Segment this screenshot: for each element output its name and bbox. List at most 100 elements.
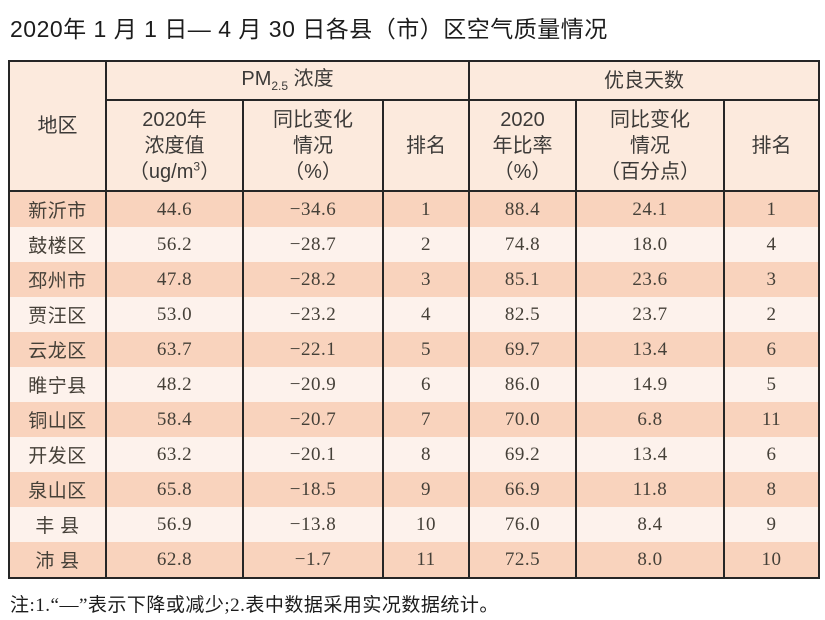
column-header-pm-change: 同比变化 情况 （%） <box>242 100 384 192</box>
cell-good-rank: 4 <box>723 227 821 262</box>
cell-pm-change: −13.8 <box>242 507 384 542</box>
cell-good-rank: 10 <box>723 542 821 578</box>
cell-good-rank: 11 <box>723 402 821 437</box>
header-group-row: 地区 PM2.5 浓度 优良天数 <box>8 61 821 192</box>
table-header: 地区 PM2.5 浓度 优良天数 2020年 浓度值 （ug/m3） 同比变化 … <box>8 61 821 192</box>
cell-pm-rank: 5 <box>381 332 471 367</box>
header-line: （%） <box>284 160 342 183</box>
cell-pm-rank: 6 <box>381 367 471 402</box>
cell-region: 新沂市 <box>8 191 107 227</box>
cell-pm-value: 53.0 <box>105 297 244 332</box>
cell-pm-value: 63.7 <box>105 332 244 367</box>
table-row: 铜山区 58.4 −20.7 7 70.0 6.8 11 <box>8 402 821 437</box>
cell-good-change: 13.4 <box>575 437 726 472</box>
cell-good-ratio: 66.9 <box>468 472 578 507</box>
cell-good-ratio: 74.8 <box>468 227 578 262</box>
cell-pm-rank: 1 <box>381 191 471 227</box>
cell-good-change: 13.4 <box>575 332 726 367</box>
header-line: 2020 <box>500 108 545 131</box>
unit-text: （ug/m <box>128 160 194 183</box>
cell-good-ratio: 86.0 <box>468 367 578 402</box>
cell-region: 铜山区 <box>8 402 107 437</box>
cell-good-ratio: 76.0 <box>468 507 578 542</box>
cell-pm-value: 56.9 <box>105 507 244 542</box>
column-group-good-days: 优良天数 <box>468 61 821 101</box>
cell-good-rank: 3 <box>723 262 821 297</box>
cell-pm-value: 63.2 <box>105 437 244 472</box>
header-sub-row: 2020年 浓度值 （ug/m3） 同比变化 情况 （%） 排名 2020 年比… <box>9 100 821 192</box>
header-line: 2020年 <box>142 108 207 131</box>
column-header-good-ratio: 2020 年比率 （%） <box>468 100 578 192</box>
cell-pm-change: −28.2 <box>242 262 384 297</box>
cell-good-ratio: 69.2 <box>468 437 578 472</box>
header-line: 年比率 <box>492 134 553 157</box>
cell-good-change: 18.0 <box>575 227 726 262</box>
cell-pm-rank: 2 <box>381 227 471 262</box>
page-title: 2020年 1 月 1 日— 4 月 30 日各县（市）区空气质量情况 <box>10 16 608 42</box>
cell-pm-rank: 3 <box>381 262 471 297</box>
cell-pm-value: 47.8 <box>105 262 244 297</box>
header-line: 情况 <box>630 134 671 157</box>
header-line-unit: （ug/m3） <box>108 159 241 185</box>
cell-pm-change: −22.1 <box>242 332 384 367</box>
cell-pm-change: −28.7 <box>242 227 384 262</box>
cell-region: 沛 县 <box>8 542 107 578</box>
table-row: 新沂市 44.6 −34.6 1 88.4 24.1 1 <box>8 191 821 227</box>
cell-pm-value: 58.4 <box>105 402 244 437</box>
column-header-region: 地区 <box>8 61 107 192</box>
pm25-label-prefix: PM <box>241 68 272 91</box>
header-line: （%） <box>493 160 552 183</box>
table-row: 睢宁县 48.2 −20.9 6 86.0 14.9 5 <box>8 367 821 402</box>
cell-pm-change: −20.7 <box>242 402 384 437</box>
header-line: 同比变化 <box>273 108 353 131</box>
cell-good-change: 11.8 <box>575 472 726 507</box>
cell-pm-rank: 9 <box>381 472 471 507</box>
table-row: 鼓楼区 56.2 −28.7 2 74.8 18.0 4 <box>8 227 821 262</box>
cell-good-rank: 6 <box>723 437 821 472</box>
cell-good-change: 24.1 <box>575 191 726 227</box>
air-quality-table: 地区 PM2.5 浓度 优良天数 2020年 浓度值 （ug/m3） 同比变化 … <box>8 60 821 579</box>
cell-region: 丰 县 <box>8 507 107 542</box>
cell-good-rank: 5 <box>723 367 821 402</box>
cell-good-ratio: 72.5 <box>468 542 578 578</box>
cell-good-ratio: 70.0 <box>468 402 578 437</box>
cell-pm-value: 56.2 <box>105 227 244 262</box>
cell-pm-value: 65.8 <box>105 472 244 507</box>
cell-good-rank: 6 <box>723 332 821 367</box>
table-body: 新沂市 44.6 −34.6 1 88.4 24.1 1 鼓楼区 56.2 −28.7 2 74.8 1… <box>8 191 821 578</box>
cell-good-change: 6.8 <box>575 402 726 437</box>
unit-text: ） <box>200 160 221 183</box>
cell-good-change: 8.0 <box>575 542 726 578</box>
pm25-label-subscript: 2.5 <box>271 79 289 94</box>
cell-pm-change: −20.9 <box>242 367 384 402</box>
cell-pm-rank: 10 <box>381 507 471 542</box>
cell-region: 开发区 <box>8 437 107 472</box>
cell-region: 贾汪区 <box>8 297 107 332</box>
cell-good-ratio: 85.1 <box>468 262 578 297</box>
table-row: 泉山区 65.8 −18.5 9 66.9 11.8 8 <box>8 472 821 507</box>
cell-pm-rank: 4 <box>381 297 471 332</box>
column-header-pm-rank: 排名 <box>381 100 471 192</box>
header-line: 同比变化 <box>610 108 691 131</box>
cell-pm-rank: 11 <box>381 542 471 578</box>
cell-good-change: 23.6 <box>575 262 726 297</box>
cell-pm-change: −1.7 <box>242 542 384 578</box>
cell-good-ratio: 82.5 <box>468 297 578 332</box>
cell-pm-rank: 7 <box>381 402 471 437</box>
cell-pm-change: −20.1 <box>242 437 384 472</box>
footnote: 注:1.“—”表示下降或减少;2.表中数据采用实况数据统计。 <box>10 595 499 616</box>
table-row: 沛 县 62.8 −1.7 11 72.5 8.0 10 <box>8 542 821 578</box>
cell-pm-value: 44.6 <box>105 191 244 227</box>
cell-good-rank: 9 <box>723 507 821 542</box>
cell-region: 鼓楼区 <box>8 227 107 262</box>
cell-good-rank: 8 <box>723 472 821 507</box>
table-row: 云龙区 63.7 −22.1 5 69.7 13.4 6 <box>8 332 821 367</box>
cell-good-change: 14.9 <box>575 367 726 402</box>
cell-region: 泉山区 <box>8 472 107 507</box>
cell-good-ratio: 69.7 <box>468 332 578 367</box>
table-row: 邳州市 47.8 −28.2 3 85.1 23.6 3 <box>8 262 821 297</box>
cell-good-ratio: 88.4 <box>468 191 578 227</box>
column-header-good-change: 同比变化 情况 （百分点） <box>575 100 726 192</box>
cell-good-rank: 2 <box>723 297 821 332</box>
